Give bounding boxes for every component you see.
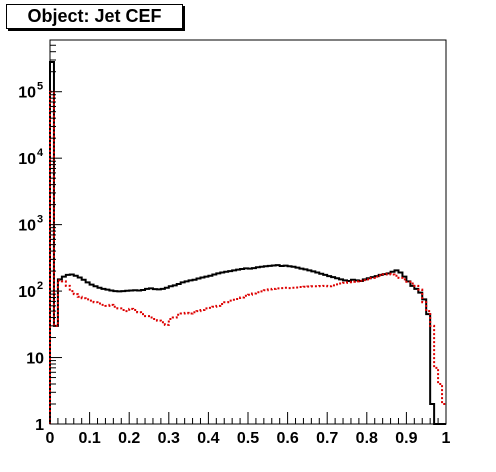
- y-tick-label: 10: [18, 85, 36, 102]
- y-tick-label: 1: [35, 417, 44, 434]
- x-tick-label: 0.4: [197, 430, 219, 447]
- y-tick-label: 10: [18, 284, 36, 301]
- x-tick-label: 0.1: [78, 430, 100, 447]
- x-tick-label: 0: [46, 430, 55, 447]
- y-tick-label: 10: [18, 218, 36, 235]
- x-tick-label: 0.5: [237, 430, 259, 447]
- chart-title: Object: Jet CEF: [6, 4, 183, 29]
- x-tick-label: 1: [442, 430, 451, 447]
- x-tick-label: 0.7: [316, 430, 338, 447]
- y-tick-exponent: 2: [37, 280, 43, 292]
- y-tick-label: 10: [26, 351, 44, 368]
- x-tick-label: 0.9: [395, 430, 417, 447]
- y-tick-exponent: 3: [37, 214, 43, 226]
- plot-frame: [49, 39, 447, 425]
- x-tick-label: 0.3: [158, 430, 180, 447]
- x-tick-label: 0.6: [276, 430, 298, 447]
- y-tick-exponent: 4: [37, 147, 44, 159]
- x-tick-label: 0.8: [356, 430, 378, 447]
- y-tick-exponent: 5: [37, 81, 43, 93]
- x-tick-label: 0.2: [118, 430, 140, 447]
- series-line-1: [49, 90, 446, 424]
- series-line-0: [49, 61, 446, 425]
- y-tick-label: 10: [18, 151, 36, 168]
